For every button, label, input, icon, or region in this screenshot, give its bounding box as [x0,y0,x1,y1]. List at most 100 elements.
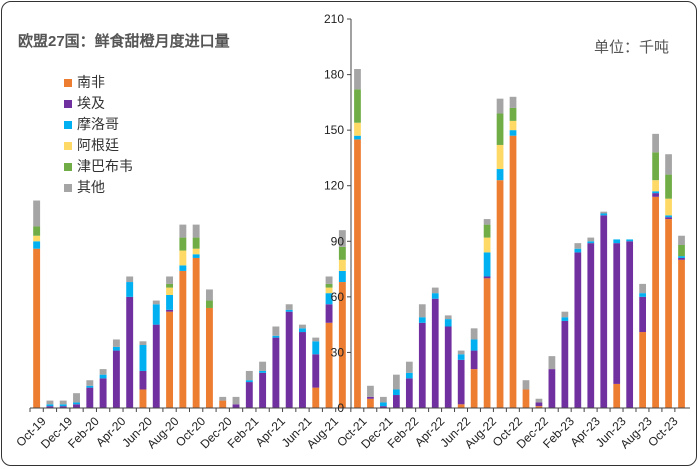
bar-segment [285,309,293,312]
bar-segment [166,276,174,284]
bar-segment [574,248,582,253]
bar-segment [299,328,306,333]
bar-segment [548,369,556,408]
bar-segment [367,396,374,399]
bar-segment [522,389,530,408]
bar-segment [587,237,595,242]
bars-layer [33,69,685,408]
bar-segment [272,337,280,408]
bar-segment [587,243,595,408]
bar-segment [192,224,200,238]
bar-segment [46,406,54,408]
bar-segment [535,398,543,403]
bar-segment [46,404,54,407]
bar-segment [179,224,187,238]
bar-segment [483,276,491,279]
bar-segment [59,400,67,405]
bar-segment [678,256,685,258]
bar-segment [325,283,333,288]
bar-segment [600,215,608,408]
bar-segment [299,332,306,408]
bar-segment [166,295,174,310]
bar-segment [245,370,253,381]
bar-segment [99,369,107,375]
bar-segment [483,224,491,238]
bar-segment [405,378,413,408]
bar-segment [600,213,608,216]
bar-segment [33,248,41,408]
bar-segment [33,200,41,227]
bar-segment [496,144,504,170]
bar-segment [312,341,320,355]
bar-segment [431,298,439,408]
bar-segment [354,69,361,90]
bar-segment [626,239,634,242]
bar-segment [483,278,491,408]
bar-segment [259,361,267,371]
bar-segment [509,135,517,408]
bar-segment [470,369,478,408]
legend-swatch [64,100,72,108]
bar-segment [652,191,659,194]
y-tick-label: 60 [331,290,345,304]
bar-segment [509,96,517,108]
legend-swatch [64,163,72,171]
bar-segment [338,259,346,271]
bar-segment [535,402,543,407]
bar-segment [509,107,517,121]
bar-segment [548,356,556,370]
bar-segment [652,133,659,153]
bar-segment [354,135,361,140]
bar-segment [652,196,659,408]
bar-segment [483,237,491,253]
bar-segment [561,311,569,318]
bar-segment [613,243,621,384]
bar-segment [639,296,646,333]
bar-segment [192,254,200,258]
bar-segment [587,241,595,244]
bar-segment [354,89,361,123]
bar-segment [112,346,120,351]
bar-segment [367,398,374,408]
bar-segment [299,324,306,329]
bar-segment [232,404,240,408]
bar-segment [139,345,147,371]
bar-segment [444,319,452,327]
bar-segment [46,400,54,405]
bar-segment [457,359,465,405]
bar-segment [112,339,120,347]
bar-segment [59,404,67,407]
bar-segment [166,309,174,312]
bar-segment [166,283,174,288]
bar-segment [405,361,413,373]
bar-segment [166,287,174,296]
bar-segment [126,276,134,283]
bar-segment [470,350,478,370]
bar-segment [665,215,672,218]
legend-label: 津巴布韦 [77,158,133,174]
bar-segment [393,389,400,396]
bar-segment [535,406,543,408]
bar-segment [418,317,426,323]
bar-segment [139,370,147,390]
bar-segment [367,385,374,397]
bar-segment [259,370,267,373]
bar-segment [613,383,621,408]
bar-segment [245,380,253,383]
bar-segment [338,270,346,283]
bar-segment [139,389,147,408]
bar-segment [418,304,426,318]
bar-segment [86,385,94,388]
bar-segment [325,304,333,323]
bar-segment [99,378,107,408]
bar-segment [613,239,621,244]
bar-segment [665,154,672,175]
bar-segment [444,326,452,408]
bar-segment [179,265,187,271]
bar-segment [678,244,685,257]
bar-segment [665,174,672,199]
bar-segment [192,248,200,255]
bar-segment [665,219,672,408]
